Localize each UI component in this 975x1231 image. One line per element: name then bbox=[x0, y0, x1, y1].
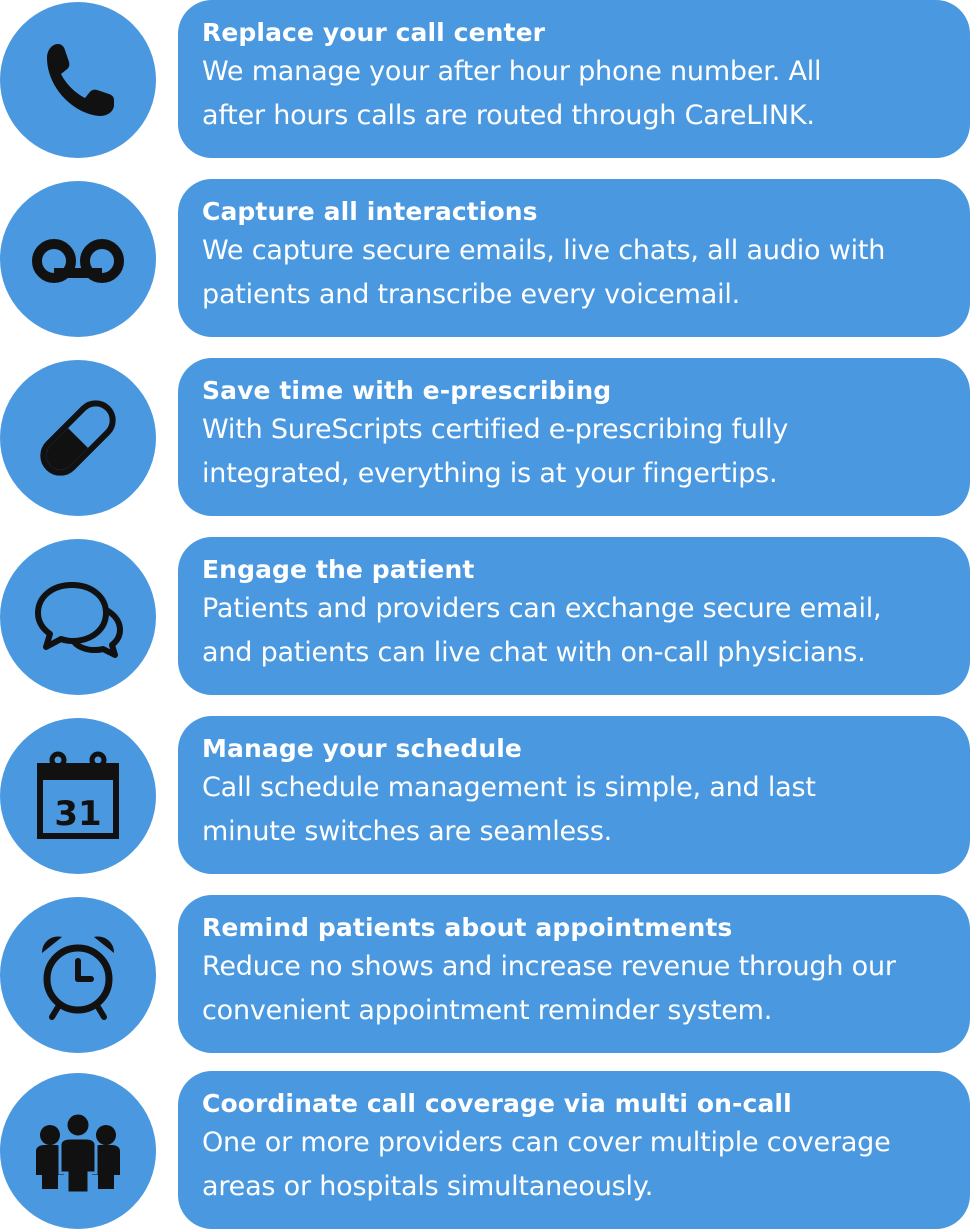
chat-bubbles-icon bbox=[35, 582, 123, 658]
calendar-icon: 31 bbox=[37, 751, 119, 839]
feature-description: One or more providers can cover multiple… bbox=[202, 1127, 891, 1202]
phone-icon bbox=[47, 44, 114, 116]
feature-card: Replace your call center We manage your … bbox=[178, 0, 970, 158]
feature-row-call-center: Replace your call center We manage your … bbox=[0, 0, 975, 160]
feature-row-e-prescribing: Save time with e-prescribing With SureSc… bbox=[0, 358, 975, 518]
feature-card: Manage your schedule Call schedule manag… bbox=[178, 716, 970, 874]
feature-title: Coordinate call coverage via multi on-ca… bbox=[202, 1089, 792, 1118]
feature-row-remind-patients: Remind patients about appointments Reduc… bbox=[0, 895, 975, 1055]
feature-title: Manage your schedule bbox=[202, 734, 522, 763]
pill-icon bbox=[40, 400, 116, 476]
feature-description: Patients and providers can exchange secu… bbox=[202, 593, 882, 668]
alarm-clock-icon bbox=[41, 936, 115, 1020]
feature-row-capture-interactions: Capture all interactions We capture secu… bbox=[0, 179, 975, 339]
feature-card: Remind patients about appointments Reduc… bbox=[178, 895, 970, 1053]
feature-title: Replace your call center bbox=[202, 18, 546, 47]
feature-description: With SureScripts certified e-prescribing… bbox=[202, 414, 789, 489]
feature-card: Engage the patient Patients and provider… bbox=[178, 537, 970, 695]
feature-icon-circle bbox=[0, 181, 156, 337]
feature-title: Engage the patient bbox=[202, 555, 475, 584]
feature-title: Remind patients about appointments bbox=[202, 913, 733, 942]
feature-card: Save time with e-prescribing With SureSc… bbox=[178, 358, 970, 516]
feature-description: Reduce no shows and increase revenue thr… bbox=[202, 951, 896, 1026]
feature-row-multi-on-call: Coordinate call coverage via multi on-ca… bbox=[0, 1071, 975, 1231]
feature-description: We capture secure emails, live chats, al… bbox=[202, 235, 886, 310]
calendar-day-number: 31 bbox=[54, 794, 101, 834]
feature-icon-circle bbox=[0, 360, 156, 516]
group-icon bbox=[36, 1111, 120, 1195]
feature-row-engage-patient: Engage the patient Patients and provider… bbox=[0, 537, 975, 697]
feature-title: Capture all interactions bbox=[202, 197, 538, 226]
feature-icon-circle bbox=[0, 539, 156, 695]
feature-card: Coordinate call coverage via multi on-ca… bbox=[178, 1071, 970, 1229]
feature-icon-circle bbox=[0, 2, 156, 158]
feature-icon-circle bbox=[0, 897, 156, 1053]
feature-icon-circle: 31 bbox=[0, 718, 156, 874]
feature-title: Save time with e-prescribing bbox=[202, 376, 612, 405]
feature-description: Call schedule management is simple, and … bbox=[202, 772, 816, 847]
feature-icon-circle bbox=[0, 1073, 156, 1229]
feature-description: We manage your after hour phone number. … bbox=[202, 56, 822, 131]
feature-card: Capture all interactions We capture secu… bbox=[178, 179, 970, 337]
voicemail-icon bbox=[32, 239, 124, 283]
feature-row-manage-schedule: 31 Manage your schedule Call schedule ma… bbox=[0, 716, 975, 876]
